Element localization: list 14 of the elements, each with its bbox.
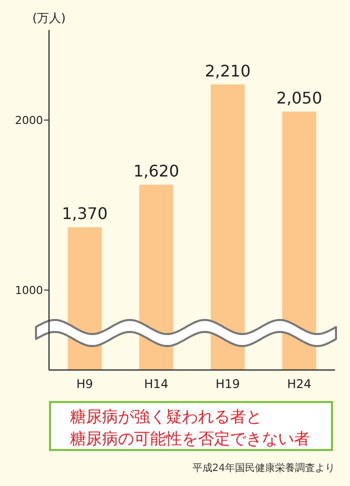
y-tick-label: 1000 — [15, 284, 43, 298]
y-tick-label: 2000 — [15, 114, 43, 128]
data-label: 2,050 — [276, 88, 322, 108]
x-tick-label: H24 — [287, 377, 312, 391]
data-label: 1,620 — [133, 162, 180, 181]
x-tick-label: H19 — [216, 377, 240, 391]
text: 糖尿病の可能性を否定できない者 — [70, 428, 311, 450]
x-tick-label: H14 — [144, 377, 168, 391]
text: 糖尿病が強く疑われる者と — [70, 406, 263, 428]
x-tick-label: H9 — [76, 377, 94, 391]
data-label: 2,210 — [204, 61, 251, 80]
y-axis-title: (万人) — [32, 11, 66, 25]
data-label: 1,370 — [62, 204, 108, 224]
text: 平成24年国民健康栄養調査より — [192, 462, 335, 475]
